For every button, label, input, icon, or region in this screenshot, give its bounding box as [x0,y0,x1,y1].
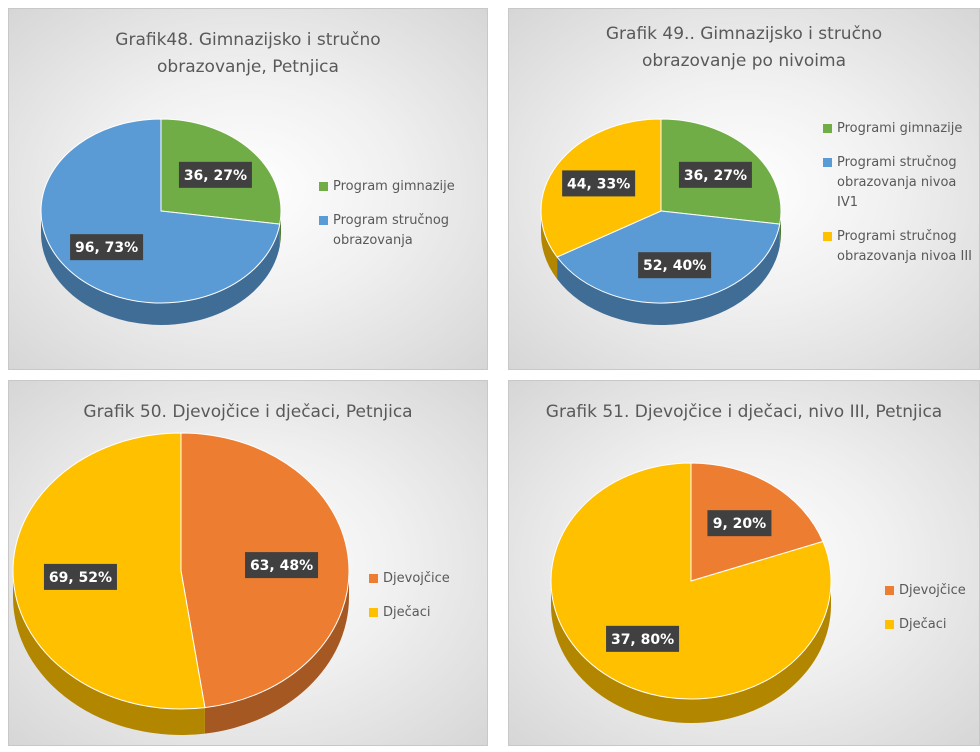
chart-title: Grafik 51. Djevojčice i dječaci, nivo II… [545,402,943,422]
data-label: 96, 73% [75,240,138,256]
legend-entry: Dječaci [369,603,487,623]
legend-entry: Djevojčice [885,581,979,601]
data-label-box [43,563,117,590]
legend-entry: Djevojčice [369,569,487,589]
chart-panel: Grafik 51. Djevojčice i dječaci, nivo II… [508,380,980,746]
pie-area: 63, 48% 69, 52% [12,432,350,735]
pie-slice-side [13,571,205,735]
legend: Program gimnazije Program stručnog obrazo… [319,177,479,265]
legend-label: Programi gimnazije [837,121,963,136]
chart-panel: Grafik 49.. Gimnazijsko i stručno obrazo… [508,8,980,370]
legend-swatch [319,216,328,225]
legend-entry: Program stručnog obrazovanja [319,211,479,251]
legend-swatch [885,586,894,595]
data-label: 9, 20% [713,516,766,532]
legend-swatch [885,620,894,629]
legend-label: Programi stručnog obrazovanja nivoa IV1 [837,155,957,210]
pie-area: 36, 27% 52, 40% 44, 33% [540,118,782,326]
pie-area: 9, 20% 37, 80% [550,462,832,723]
legend: Djevojčice Dječaci [885,581,979,649]
chart-title: Grafik 50. Djevojčice i dječaci, Petnjic… [83,402,413,422]
data-label-box [178,161,252,188]
data-label-box [678,161,752,188]
legend-entry: Programi gimnazije [823,119,979,139]
pie-slice-side [41,211,280,326]
data-label: 44, 33% [567,176,630,192]
legend-swatch [369,608,378,617]
legend-swatch [823,232,832,241]
legend-label: Dječaci [899,617,947,632]
data-label-box [707,510,772,537]
data-label-box [562,170,636,197]
legend-entry: Programi stručnog obrazovanja nivoa IV1 [823,153,979,213]
chart-title: Grafik48. Gimnazijsko i stručno obrazova… [115,30,381,77]
legend-entry: Programi stručnog obrazovanja nivoa III [823,227,979,267]
legend-label: Djevojčice [383,571,450,586]
legend: Djevojčice Dječaci [369,569,487,637]
pie-slice-side [204,571,350,734]
pie-area: 36, 27% 96, 73% [40,118,282,326]
data-label: 36, 27% [184,168,247,184]
data-label-box [606,625,680,652]
legend-label: Program gimnazije [333,179,455,194]
data-label: 36, 27% [684,168,747,184]
chart-title: Grafik 49.. Gimnazijsko i stručno obrazo… [605,24,883,71]
legend-entry: Dječaci [885,615,979,635]
data-label-box [638,252,712,279]
legend-label: Djevojčice [899,583,966,598]
pie-slice-side [551,581,831,723]
legend-label: Programi stručnog obrazovanja nivoa III [837,229,973,264]
legend-swatch [823,158,832,167]
data-label-box [245,552,319,579]
legend-swatch [319,182,328,191]
data-label: 37, 80% [611,632,674,648]
data-label-box [70,234,144,261]
legend: Programi gimnazije Programi stručnog obra… [823,119,979,281]
legend-label: Dječaci [383,605,431,620]
pie-slice-side [557,224,780,326]
chart-panel: Grafik 50. Djevojčice i dječaci, Petnjic… [8,380,488,746]
chart-panel: Grafik48. Gimnazijsko i stručno obrazova… [8,8,488,370]
legend-label: Program stručnog obrazovanja [333,213,450,248]
legend-swatch [369,574,378,583]
data-label: 63, 48% [250,558,313,574]
legend-swatch [823,124,832,133]
legend-entry: Program gimnazije [319,177,479,197]
data-label: 52, 40% [643,258,706,274]
data-label: 69, 52% [49,570,112,586]
